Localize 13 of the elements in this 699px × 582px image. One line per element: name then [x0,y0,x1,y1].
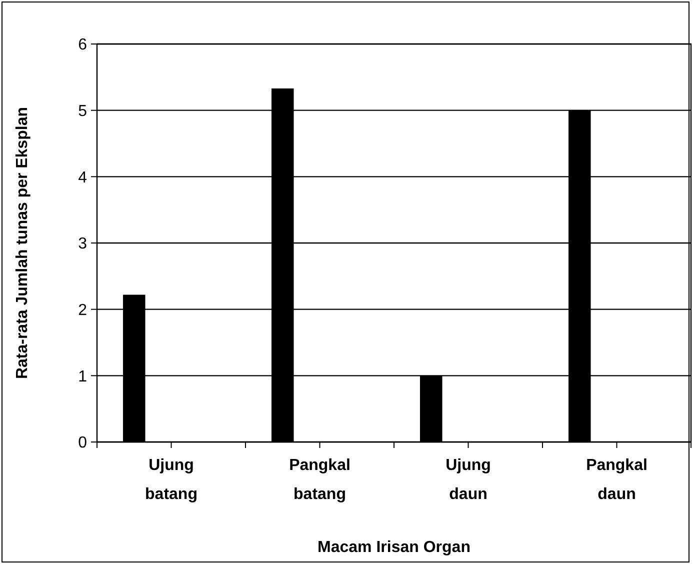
y-tick-label: 0 [78,434,88,452]
x-tick-label: Ujung daun [446,457,491,503]
x-axis-title: Macam Irisan Organ [318,539,470,556]
y-tick-label: 5 [78,102,88,120]
x-tick-label: Pangkal batang [289,457,350,503]
y-tick-label: 1 [78,368,88,386]
y-tick-label: 4 [78,169,88,186]
y-tick-label: 6 [78,36,88,54]
y-tick-label: 2 [78,302,88,319]
y-tick-label: 3 [78,236,88,253]
y-axis-title: Rata-rata Jumlah tunas per Eksplan [14,106,31,380]
x-tick-label: Pangkal daun [586,457,648,503]
x-tick-label: Ujung batang [145,457,198,503]
